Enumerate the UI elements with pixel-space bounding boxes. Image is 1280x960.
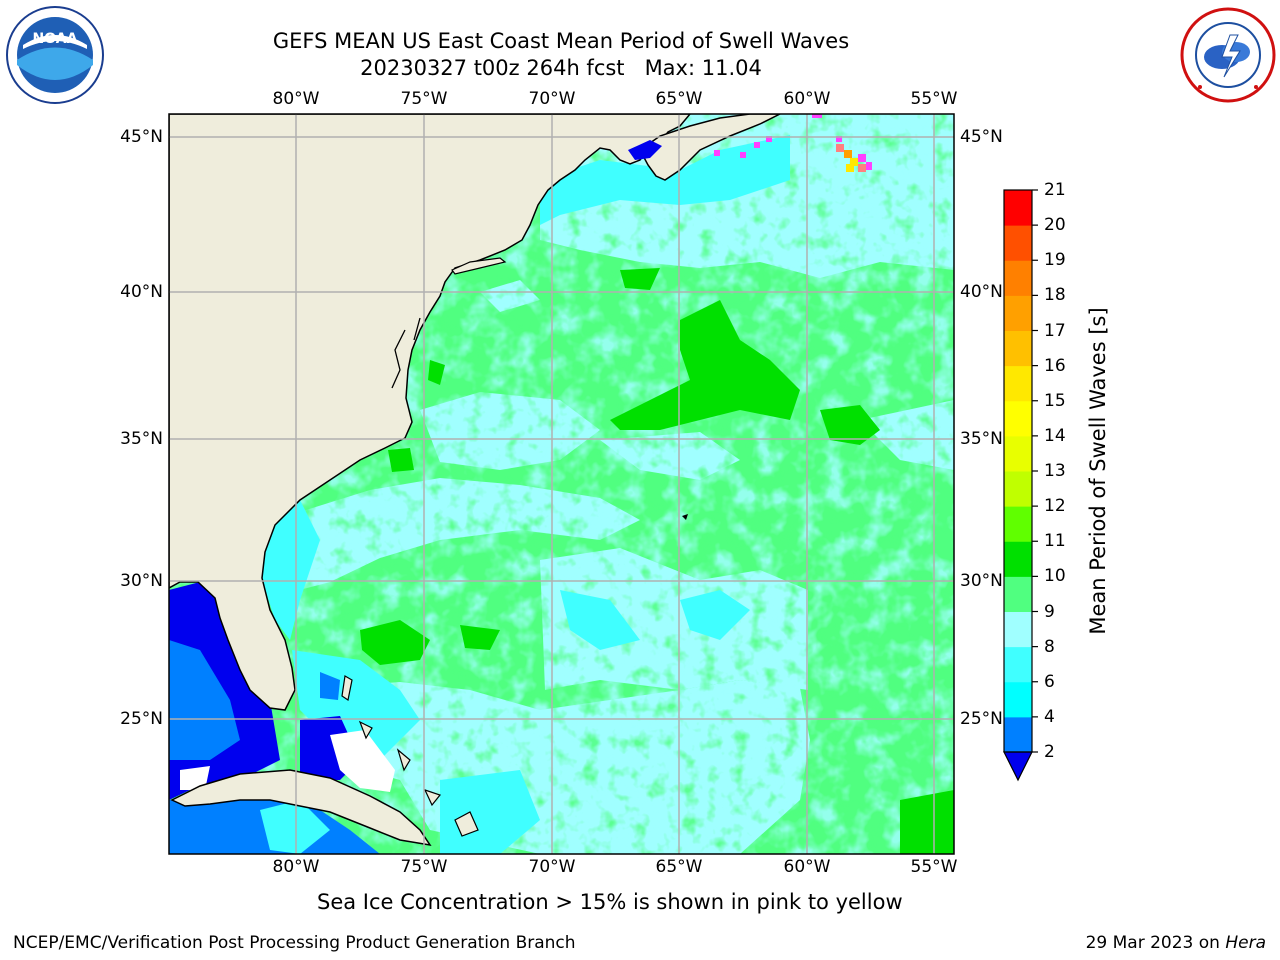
lon-tick-bottom: 60°W — [783, 857, 831, 877]
colorbar-tick-label: 14 — [1044, 425, 1066, 446]
land-nova-scotia — [639, 114, 781, 181]
colorbar-segment — [1004, 611, 1032, 648]
colorbar-segment — [1004, 330, 1032, 367]
colorbar-tick-label: 11 — [1044, 531, 1066, 552]
graticule — [169, 114, 954, 854]
lon-tick-bottom: 75°W — [400, 857, 448, 877]
colorbar-tick-label: 10 — [1044, 566, 1066, 587]
lat-tick-right: 35°N — [960, 429, 1003, 449]
colorbar-segment — [1004, 260, 1032, 296]
sea-ice-note: Sea Ice Concentration > 15% is shown in … — [317, 890, 903, 914]
map-frame — [168, 113, 955, 855]
colorbar-segment — [1004, 365, 1032, 402]
lon-tick-top: 65°W — [655, 89, 703, 109]
land-north-america — [169, 114, 691, 711]
sea-ice-markers — [714, 114, 872, 172]
lon-tick-top: 55°W — [910, 89, 958, 109]
colorbar-segment — [1004, 646, 1032, 683]
footer-host: Hera — [1225, 933, 1266, 953]
colorbar-tick-label: 16 — [1044, 355, 1066, 376]
lat-tick-right: 25°N — [960, 709, 1003, 729]
colorbar-segment — [1004, 400, 1032, 437]
colorbar-tick-label: 8 — [1044, 636, 1055, 657]
lat-tick-left: 25°N — [120, 709, 163, 729]
colorbar-under-triangle — [1003, 751, 1033, 782]
lat-tick-left: 40°N — [120, 282, 163, 302]
colorbar-label: Mean Period of Swell Waves [s] — [1086, 307, 1110, 635]
chart-subtitle: 20230327 t00z 264h fcst Max: 11.04 — [360, 56, 762, 80]
colorbar-segment — [1004, 295, 1032, 331]
colorbar-tick-label: 17 — [1044, 320, 1066, 341]
colorbar-segment — [1004, 435, 1032, 472]
lon-tick-bottom: 55°W — [910, 857, 958, 877]
lat-tick-left: 35°N — [120, 429, 163, 449]
lon-tick-top: 60°W — [783, 89, 831, 109]
swell-region-green-center — [610, 300, 800, 430]
lon-tick-top: 70°W — [528, 89, 576, 109]
colorbar-segment — [1004, 506, 1032, 542]
colorbar-segment — [1004, 225, 1032, 261]
colorbar-tick-label: 18 — [1044, 285, 1066, 306]
colorbar-segment — [1004, 681, 1032, 718]
colorbar-tick-label: 20 — [1044, 215, 1066, 236]
lon-tick-bottom: 80°W — [272, 857, 320, 877]
lat-tick-right: 40°N — [960, 282, 1003, 302]
lon-tick-bottom: 65°W — [655, 857, 703, 877]
colorbar-segment — [1004, 541, 1032, 577]
lat-tick-left: 45°N — [120, 127, 163, 147]
chart-title: GEFS MEAN US East Coast Mean Period of S… — [272, 29, 850, 53]
footer-date: 29 Mar 2023 on Hera — [1086, 933, 1266, 953]
noaa-logo-text: NOAA — [33, 31, 78, 47]
lat-tick-right: 30°N — [960, 571, 1003, 591]
footer-date-text: 29 Mar 2023 on — [1085, 933, 1226, 953]
colorbar-segment — [1004, 471, 1032, 507]
lon-tick-top: 80°W — [272, 89, 320, 109]
colorbar-tick-label: 6 — [1044, 671, 1055, 692]
colorbar-tick-label: 13 — [1044, 461, 1066, 481]
nws-logo-icon — [1180, 7, 1276, 103]
colorbar-tick-label: 21 — [1044, 180, 1066, 200]
lon-tick-top: 75°W — [400, 89, 448, 109]
colorbar-segment — [1004, 716, 1032, 753]
colorbar-segment — [1004, 576, 1032, 612]
lat-tick-right: 45°N — [960, 127, 1003, 147]
colorbar — [1003, 189, 1038, 782]
colorbar-tick-label: 19 — [1044, 250, 1066, 271]
lon-tick-bottom: 70°W — [528, 857, 576, 877]
colorbar-segment — [1004, 190, 1032, 226]
colorbar-tick-label: 9 — [1044, 601, 1055, 622]
colorbar-tick-label: 12 — [1044, 496, 1066, 517]
colorbar-tick-label: 4 — [1044, 706, 1055, 727]
noaa-logo-icon: NOAA — [6, 6, 104, 104]
colorbar-tick-label: 2 — [1044, 742, 1055, 762]
lat-tick-left: 30°N — [120, 571, 163, 591]
colorbar-tick-label: 15 — [1044, 390, 1066, 411]
land-cuba — [170, 769, 432, 847]
footer-branch: NCEP/EMC/Verification Post Processing Pr… — [13, 933, 576, 953]
